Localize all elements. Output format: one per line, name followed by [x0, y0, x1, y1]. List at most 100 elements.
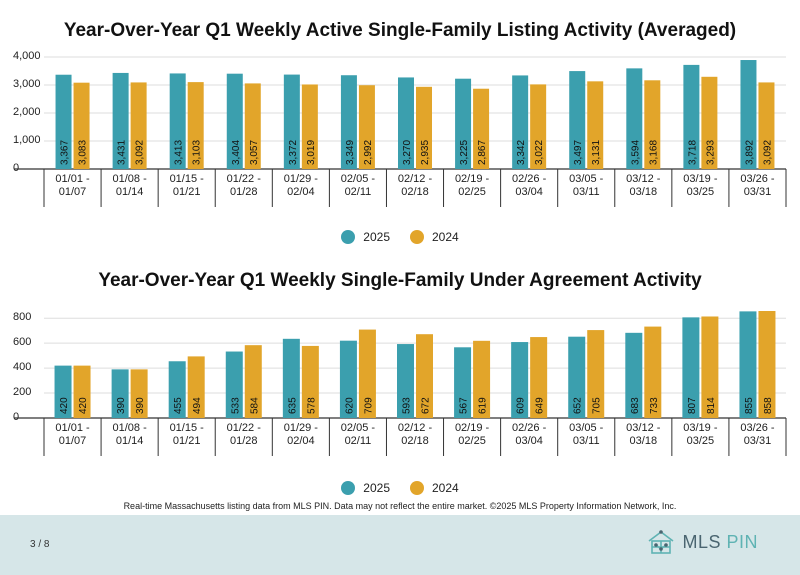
y-tick-label: 0	[13, 411, 19, 423]
bar-2025	[112, 72, 129, 169]
bar-value-label: 3,019	[306, 140, 317, 165]
bar-2025	[683, 64, 700, 169]
bar-2024	[73, 365, 91, 418]
x-tick-label: 01/01 -	[55, 173, 90, 185]
legend-label-2025: 2025	[363, 230, 390, 244]
logo-text-pin: PIN	[726, 531, 758, 552]
bar-2024	[416, 86, 432, 169]
bar-value-label: 390	[135, 397, 146, 414]
x-tick-label: 03/26 -	[740, 422, 775, 434]
x-tick-label: 03/04	[515, 186, 543, 198]
bar-2025	[169, 73, 186, 169]
bar-value-label: 705	[592, 397, 603, 414]
bar-2025	[54, 365, 72, 418]
x-tick-label: 03/31	[744, 186, 772, 198]
x-tick-label: 02/19 -	[455, 422, 490, 434]
bar-value-label: 533	[230, 397, 241, 414]
bar-2024	[187, 82, 204, 169]
bar-value-label: 3,404	[231, 140, 242, 165]
bar-2025	[283, 74, 300, 169]
bar-2025	[739, 311, 757, 418]
x-tick-label: 01/15 -	[170, 422, 205, 434]
bar-value-label: 3,057	[249, 140, 260, 165]
bar-2024	[358, 85, 375, 169]
x-tick-label: 03/11	[573, 435, 600, 447]
y-tick-label: 400	[13, 361, 31, 373]
legend-item-2025: 2025	[341, 481, 390, 495]
bar-2024	[758, 82, 775, 169]
x-tick-label: 01/07	[59, 186, 87, 198]
bar-value-label: 420	[59, 397, 70, 414]
bar-value-label: 733	[649, 397, 660, 414]
bar-value-label: 3,372	[288, 140, 299, 165]
bar-2025	[454, 347, 472, 418]
legend-swatch-2025	[341, 481, 356, 495]
y-tick-label: 0	[13, 162, 19, 174]
bar-value-label: 619	[478, 397, 489, 414]
x-tick-label: 02/18	[401, 435, 429, 447]
x-tick-label: 01/08 -	[112, 422, 147, 434]
bar-value-label: 584	[249, 397, 260, 414]
x-tick-label: 01/22 -	[227, 422, 262, 434]
x-tick-label: 03/18	[630, 186, 658, 198]
x-tick-label: 01/07	[59, 435, 87, 447]
x-tick-label: 01/14	[116, 186, 144, 198]
x-tick-label: 02/05 -	[341, 422, 376, 434]
bar-2024	[587, 330, 605, 418]
bar-value-label: 620	[344, 397, 355, 414]
x-tick-label: 01/22 -	[227, 173, 262, 185]
bar-value-label: 3,103	[192, 140, 203, 165]
y-tick-label: 200	[13, 386, 31, 398]
bar-2024	[644, 326, 662, 418]
bar-2025	[111, 369, 129, 418]
y-tick-label: 800	[13, 311, 31, 323]
bar-value-label: 3,131	[591, 140, 602, 165]
under-agreement-chart: 0 200 400 600 800 420 420 01/01 -01/07 390 390 01/…	[13, 311, 787, 456]
bar-value-label: 494	[192, 397, 203, 414]
x-tick-label: 01/15 -	[170, 173, 205, 185]
bar-value-label: 3,270	[402, 140, 413, 165]
bar-2025	[226, 73, 243, 169]
bar-2024	[187, 356, 205, 418]
legend-under-agreement: 2025 2024	[0, 481, 800, 495]
bar-2024	[73, 82, 90, 169]
bar-2025	[455, 78, 472, 169]
legend-label-2025: 2025	[363, 481, 390, 495]
x-tick-label: 02/25	[458, 435, 486, 447]
bar-2025	[626, 68, 643, 169]
x-tick-label: 03/12 -	[626, 422, 661, 434]
bar-value-label: 672	[421, 397, 432, 414]
bar-value-label: 858	[763, 397, 774, 414]
page-number: 3 / 8	[30, 539, 50, 550]
bar-value-label: 807	[687, 397, 698, 414]
bar-2025	[282, 338, 300, 418]
bar-value-label: 2,935	[420, 140, 431, 165]
bar-2024	[587, 81, 604, 169]
bar-value-label: 3,413	[174, 140, 185, 165]
bar-2024	[701, 76, 718, 169]
bar-2025	[339, 340, 357, 418]
x-tick-label: 03/25	[687, 186, 715, 198]
x-tick-label: 02/25	[458, 186, 486, 198]
bar-value-label: 652	[573, 397, 584, 414]
data-source-footnote: Real-time Massachusetts listing data fro…	[123, 501, 677, 511]
bar-value-label: 635	[287, 397, 298, 414]
bar-2024	[473, 340, 491, 418]
x-tick-label: 03/04	[515, 435, 543, 447]
bar-2024	[301, 84, 318, 169]
bar-value-label: 649	[535, 397, 546, 414]
legend-active-listings: 2025 2024	[0, 230, 800, 244]
bar-2024	[758, 311, 776, 418]
y-tick-label: 600	[13, 336, 31, 348]
bar-2025	[225, 351, 243, 418]
bar-value-label: 855	[744, 397, 755, 414]
x-tick-label: 03/25	[687, 435, 715, 447]
bar-2025	[398, 77, 414, 169]
x-tick-label: 01/29 -	[284, 173, 319, 185]
legend-label-2024: 2024	[432, 230, 459, 244]
x-tick-label: 02/19 -	[455, 173, 490, 185]
bar-2025	[511, 342, 529, 418]
x-tick-label: 02/26 -	[512, 173, 547, 185]
x-tick-label: 03/26 -	[740, 173, 775, 185]
bar-value-label: 578	[306, 397, 317, 414]
